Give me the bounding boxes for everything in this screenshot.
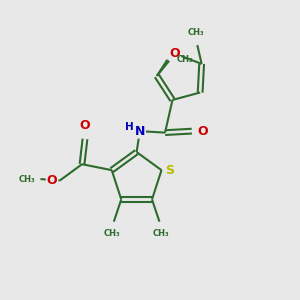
Text: CH₃: CH₃ [18, 175, 35, 184]
Text: CH₃: CH₃ [104, 229, 121, 238]
Text: N: N [135, 124, 145, 138]
Text: H: H [125, 122, 134, 132]
Text: S: S [165, 164, 174, 177]
Text: O: O [47, 174, 57, 187]
Text: CH₃: CH₃ [177, 55, 194, 64]
Text: O: O [197, 124, 208, 138]
Text: CH₃: CH₃ [153, 229, 169, 238]
Text: O: O [80, 119, 90, 132]
Text: O: O [169, 47, 180, 60]
Text: CH₃: CH₃ [188, 28, 204, 37]
